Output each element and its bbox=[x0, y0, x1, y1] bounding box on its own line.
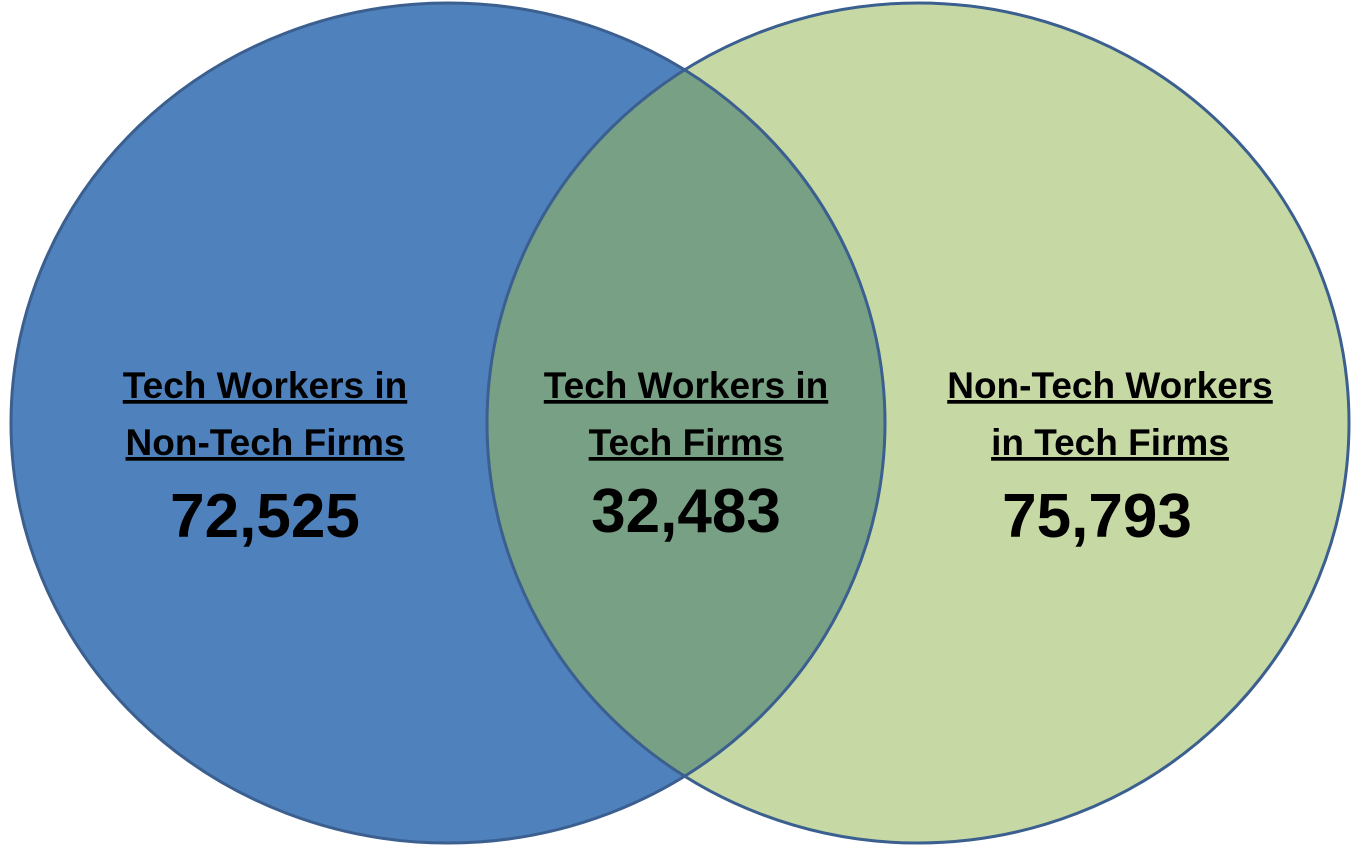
region-label: Non-Tech Firms bbox=[126, 422, 405, 463]
region-value: 75,793 bbox=[1002, 482, 1192, 551]
region-label: Tech Workers in bbox=[123, 365, 407, 406]
labels: Tech Workers in Non-Tech Firms 72,525 Te… bbox=[123, 365, 1273, 551]
right-outline bbox=[485, 1, 1351, 845]
overlap bbox=[487, 3, 885, 843]
region-value: 72,525 bbox=[170, 482, 360, 551]
left-outline bbox=[9, 1, 887, 845]
region-label: Non-Tech Workers bbox=[947, 365, 1273, 406]
region-value: 32,483 bbox=[591, 477, 781, 546]
region-label: in Tech Firms bbox=[991, 422, 1229, 463]
region-label: Tech Firms bbox=[589, 422, 784, 463]
region-label: Tech Workers in bbox=[544, 365, 828, 406]
